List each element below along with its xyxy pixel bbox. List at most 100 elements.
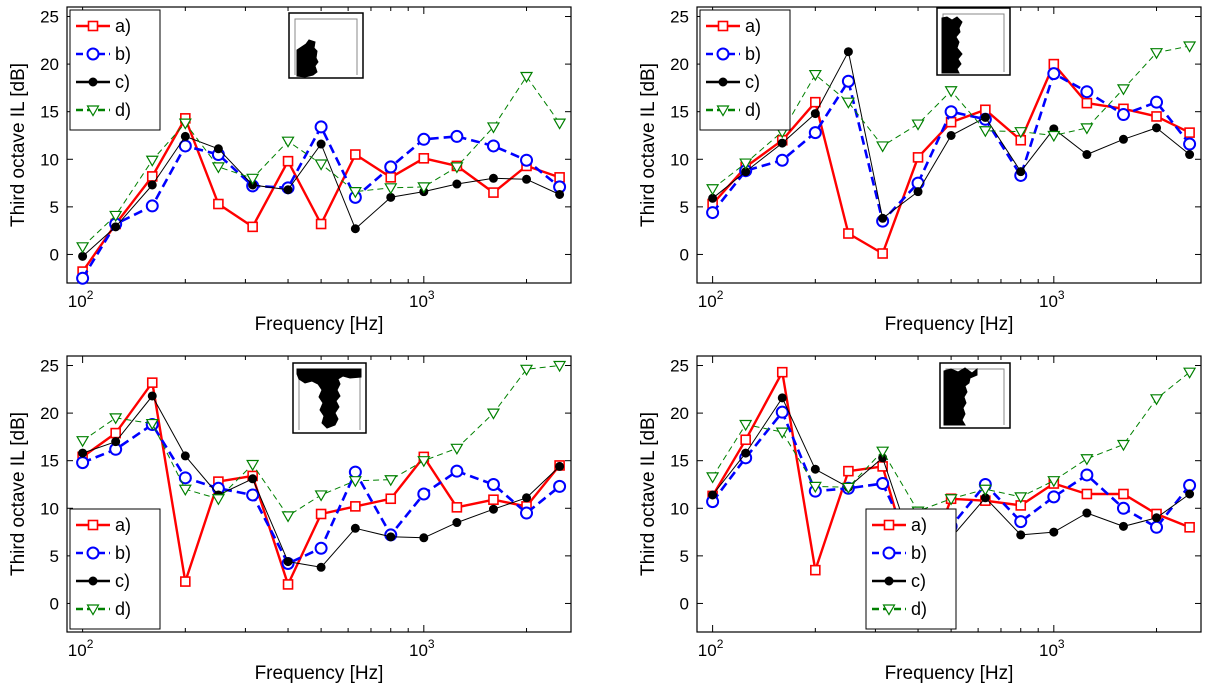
y-tick-label: 10 [670, 150, 689, 169]
data-point [520, 506, 534, 520]
data-point [211, 162, 225, 174]
legend-box [69, 508, 161, 630]
data-point [282, 579, 294, 590]
data-point [452, 518, 462, 528]
geometry-inset [936, 7, 1011, 76]
chart-panel-3: 0 5 10 15 20 25 102 103 Frequency [Hz] Third octa… [8, 355, 572, 684]
data-point [180, 576, 191, 587]
data-point [810, 564, 821, 576]
data-point [708, 490, 718, 500]
x-tick-label: 102 [698, 637, 724, 660]
legend: a) b) c) d) [69, 9, 161, 131]
data-point [1014, 492, 1028, 504]
data-point [708, 193, 718, 203]
data-point [450, 443, 464, 456]
data-point [385, 172, 397, 183]
data-point [876, 446, 890, 458]
data-point [86, 546, 100, 560]
legend-label: b) [911, 543, 927, 563]
data-point [386, 192, 396, 202]
data-point [146, 377, 158, 388]
x-tick-label: 103 [1039, 288, 1065, 311]
legend-box [865, 508, 957, 630]
geometry-inset [288, 12, 364, 79]
legend-label: a) [115, 16, 131, 36]
data-point [315, 508, 327, 520]
data-point [315, 218, 327, 230]
data-point [841, 97, 855, 109]
data-point [706, 206, 720, 220]
data-point [1047, 476, 1061, 488]
data-point [314, 541, 328, 555]
data-point [213, 144, 223, 154]
data-point [882, 604, 896, 616]
data-point [1014, 127, 1028, 139]
data-point [283, 557, 293, 567]
legend-label: c) [745, 72, 760, 92]
data-point [384, 160, 398, 174]
data-point [86, 47, 100, 61]
data-point [1185, 489, 1195, 499]
data-point [810, 464, 820, 474]
data-point [111, 222, 121, 232]
y-tick-label: 0 [680, 594, 689, 613]
data-point [109, 210, 123, 223]
data-point [76, 456, 90, 470]
data-point [419, 533, 429, 543]
data-point [978, 484, 992, 496]
x-tick-label: 102 [68, 288, 94, 311]
data-point [1047, 490, 1061, 504]
chart-panel-1: 0 5 10 15 20 25 102 103 Frequency [Hz] Third octa… [8, 6, 572, 335]
data-point [1116, 439, 1131, 452]
data-point [1151, 111, 1162, 122]
data-point [843, 47, 853, 57]
x-tick-label: 102 [68, 637, 94, 660]
data-point [1118, 521, 1128, 531]
data-point [76, 271, 90, 285]
legend-label: b) [115, 44, 131, 64]
data-point [843, 228, 854, 239]
legend: a) b) c) d) [699, 9, 791, 131]
data-point [876, 141, 890, 153]
data-point [87, 519, 99, 531]
y-axis-label: Third octave IL [dB] [8, 412, 29, 576]
data-point [1183, 478, 1197, 492]
data-point [775, 405, 789, 419]
data-point [808, 126, 822, 140]
data-point [246, 173, 260, 186]
y-tick-label: 15 [40, 103, 59, 122]
data-point [718, 77, 728, 87]
y-tick-label: 25 [670, 8, 689, 27]
legend-label: a) [745, 16, 761, 36]
data-point [350, 523, 360, 533]
data-point [1049, 527, 1059, 537]
data-point [913, 187, 923, 197]
series-b [706, 67, 1197, 228]
data-point [739, 419, 753, 432]
x-tick-label: 103 [409, 637, 435, 660]
data-point [86, 604, 100, 616]
data-point [451, 502, 463, 513]
x-axis-label: Frequency [Hz] [885, 314, 1014, 335]
y-tick-label: 20 [670, 404, 689, 423]
data-point [911, 176, 925, 190]
inset-shape [943, 367, 978, 426]
data-point [486, 408, 501, 420]
data-point [78, 251, 88, 261]
data-point [777, 138, 787, 148]
legend-label: d) [115, 599, 131, 619]
chart-panel-2: 0 5 10 15 20 25 102 103 Frequency [Hz] Third octa… [638, 6, 1202, 335]
data-point [946, 130, 956, 140]
data-point [1184, 127, 1195, 138]
data-point [145, 155, 159, 167]
data-point [178, 118, 192, 130]
y-tick-label: 5 [680, 198, 689, 217]
data-point [775, 427, 789, 439]
data-point [314, 120, 328, 134]
data-point [1016, 530, 1026, 540]
data-point [1185, 150, 1195, 160]
y-axis-label: Third octave IL [dB] [8, 63, 29, 227]
data-point [147, 391, 157, 401]
data-point [348, 476, 362, 488]
data-point [246, 459, 260, 472]
